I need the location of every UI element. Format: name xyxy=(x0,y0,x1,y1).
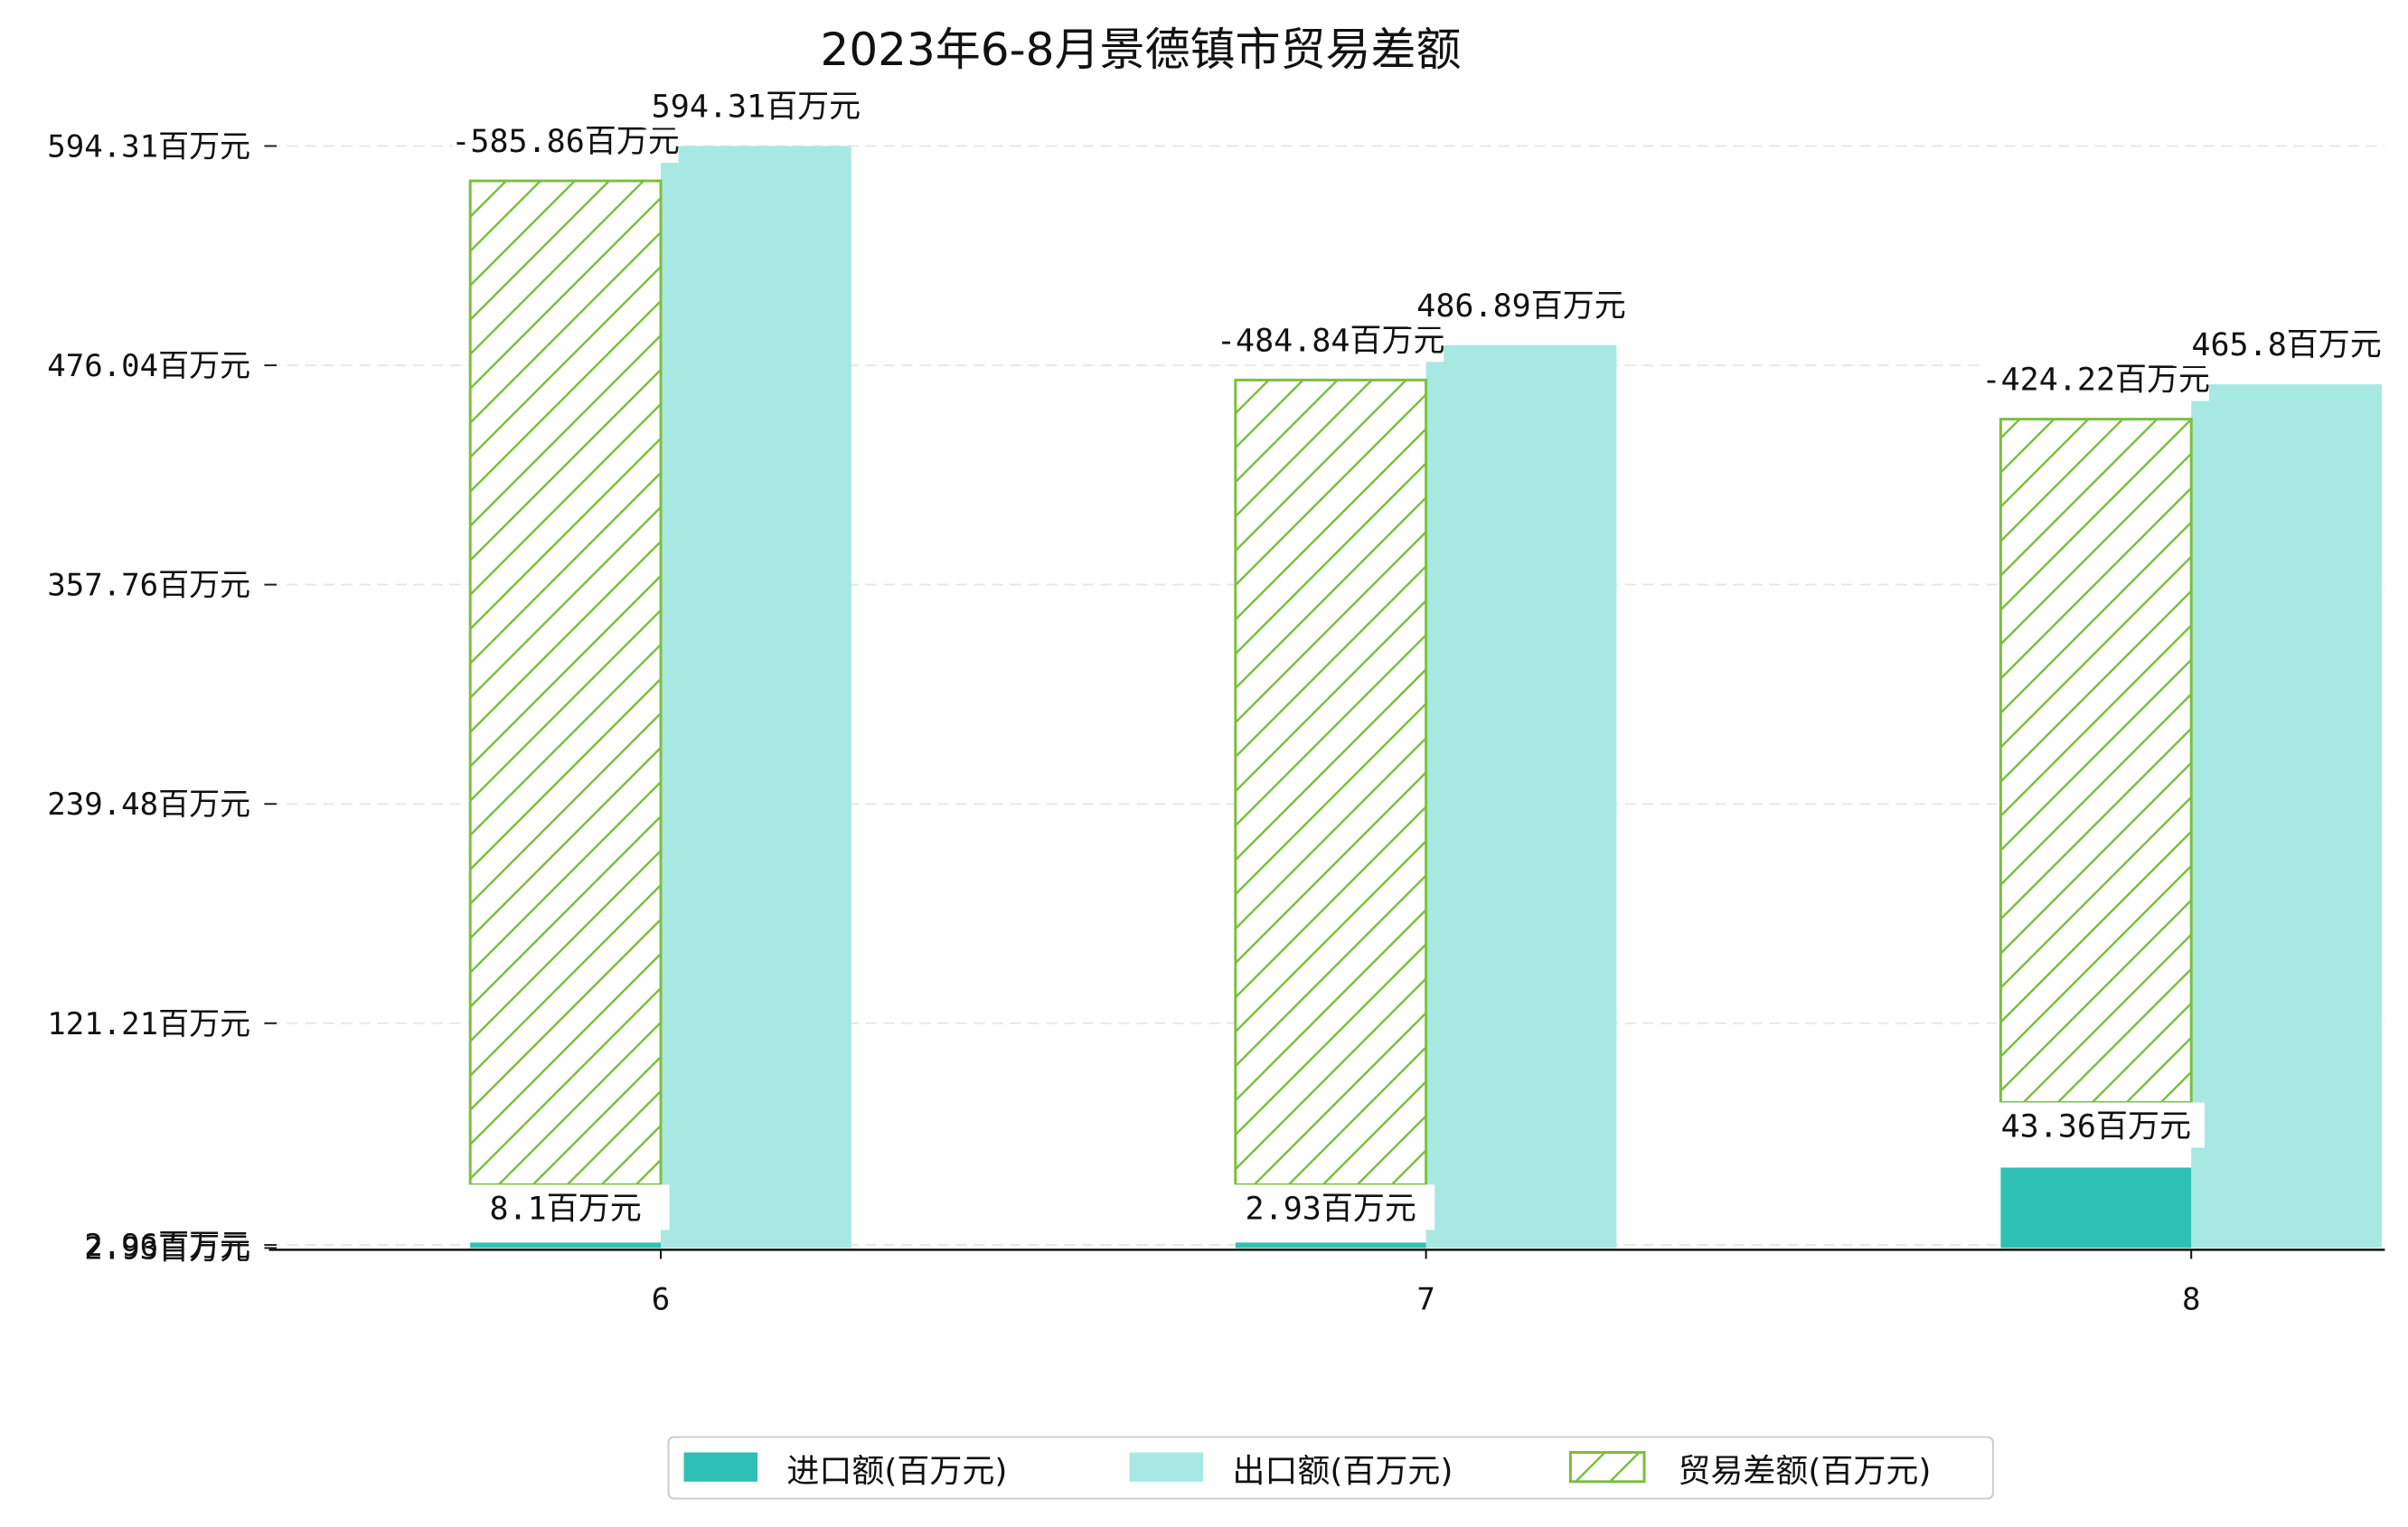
data-label-text: 2.93百万元 xyxy=(1246,1191,1416,1227)
y-tick-label: 121.21百万元 xyxy=(47,1006,250,1042)
legend-label: 贸易差额(百万元) xyxy=(1678,1453,1931,1490)
data-label: 43.36百万元 xyxy=(1987,1102,2205,1148)
data-label: 8.1百万元 xyxy=(461,1184,670,1230)
data-label-box xyxy=(1982,355,2209,401)
bar-balance xyxy=(468,179,663,1186)
data-label-box xyxy=(2173,321,2400,367)
y-tick-label: 2.93百万元 xyxy=(84,1230,250,1267)
data-label: -585.86百万元 xyxy=(451,118,680,164)
bar-export xyxy=(661,146,851,1249)
bar-import xyxy=(1235,1242,1426,1249)
legend: 进口额(百万元) 出口额(百万元) 贸易差额(百万元) xyxy=(667,1436,1994,1500)
data-label-text: 486.89百万元 xyxy=(1416,288,1625,325)
bar-export xyxy=(2191,384,2382,1249)
y-tick-label: 239.48百万元 xyxy=(47,787,250,823)
data-label-text: -585.86百万元 xyxy=(451,124,680,160)
data-label: 465.8百万元 xyxy=(2173,321,2400,367)
x-tick-label: 8 xyxy=(2182,1281,2200,1317)
legend-swatch xyxy=(1568,1451,1646,1484)
bar-import xyxy=(2000,1167,2192,1249)
legend-label: 出口额(百万元) xyxy=(1232,1453,1453,1490)
legend-item: 进口额(百万元) xyxy=(683,1452,1007,1490)
y-tick-label: 476.04百万元 xyxy=(47,348,250,384)
data-label-text: -424.22百万元 xyxy=(1982,363,2211,399)
data-label-text: 594.31百万元 xyxy=(652,90,861,126)
x-tick-label: 7 xyxy=(1416,1281,1434,1317)
data-label-box xyxy=(643,82,870,128)
data-label-box xyxy=(1408,281,1634,327)
bar-import xyxy=(470,1242,661,1249)
legend-swatch xyxy=(1129,1452,1204,1482)
legend-item: 贸易差额(百万元) xyxy=(1568,1451,1931,1490)
legend-box xyxy=(667,1436,1994,1500)
data-label: -424.22百万元 xyxy=(1982,355,2211,401)
data-label-box xyxy=(452,118,679,164)
data-label-text: 465.8百万元 xyxy=(2191,327,2381,363)
data-label-text: 43.36百万元 xyxy=(2001,1108,2191,1145)
data-label-box xyxy=(1227,1184,1435,1230)
data-label: -484.84百万元 xyxy=(1217,316,1445,363)
y-tick-label: 2.96百万元 xyxy=(84,1228,250,1264)
x-tick-label: 6 xyxy=(652,1281,670,1317)
data-label-box xyxy=(461,1184,670,1230)
legend-label: 进口额(百万元) xyxy=(786,1453,1007,1490)
data-label-box xyxy=(1218,316,1444,363)
legend-swatch xyxy=(683,1452,758,1482)
data-label-text: 8.1百万元 xyxy=(489,1191,641,1227)
y-tick-label: 594.31百万元 xyxy=(47,129,250,165)
data-label: 2.93百万元 xyxy=(1227,1184,1435,1230)
y-tick-label: 357.76百万元 xyxy=(47,568,250,604)
data-label: 594.31百万元 xyxy=(643,82,870,128)
chart-title: 2023年6-8月景德镇市贸易差额 xyxy=(821,24,1462,76)
bar-balance xyxy=(1234,378,1428,1186)
bar-export xyxy=(1425,344,1617,1249)
data-label-text: -484.84百万元 xyxy=(1217,323,1445,359)
bar-balance xyxy=(1999,418,2193,1104)
data-label-box xyxy=(1987,1102,2205,1148)
data-label: 486.89百万元 xyxy=(1408,281,1634,327)
legend-item: 出口额(百万元) xyxy=(1129,1452,1453,1490)
